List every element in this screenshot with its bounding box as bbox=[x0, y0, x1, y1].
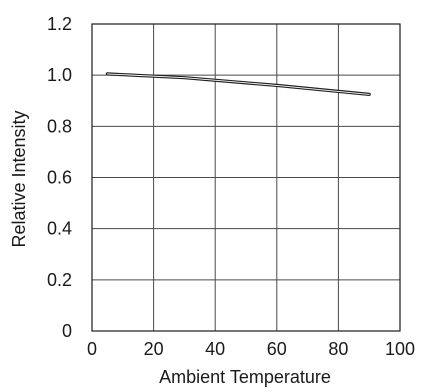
x-tick-label: 100 bbox=[385, 339, 415, 359]
y-tick-label: 0.4 bbox=[47, 219, 72, 239]
y-tick-label: 0.2 bbox=[47, 270, 72, 290]
plot-border bbox=[91, 23, 401, 332]
plot-frame bbox=[91, 23, 401, 332]
x-tick-label: 40 bbox=[205, 339, 225, 359]
y-axis-ticks: 0 0.2 0.4 0.6 0.8 1.0 1.2 bbox=[47, 14, 72, 341]
x-axis-ticks: 0 20 40 60 80 100 bbox=[87, 339, 415, 359]
y-tick-label: 0.8 bbox=[47, 116, 72, 136]
series-line bbox=[105, 72, 371, 97]
x-tick-label: 80 bbox=[328, 339, 348, 359]
series-layer bbox=[105, 72, 371, 97]
x-tick-label: 0 bbox=[87, 339, 97, 359]
y-axis-title: Relative Intensity bbox=[9, 110, 29, 247]
y-tick-label: 1.2 bbox=[47, 14, 72, 34]
series-line-highlight bbox=[106, 73, 370, 95]
y-tick-label: 0.6 bbox=[47, 168, 72, 188]
grid bbox=[92, 24, 400, 331]
x-tick-label: 60 bbox=[267, 339, 287, 359]
y-tick-label: 0 bbox=[62, 321, 72, 341]
x-tick-label: 20 bbox=[144, 339, 164, 359]
y-tick-label: 1.0 bbox=[47, 65, 72, 85]
x-axis-title: Ambient Temperature bbox=[159, 367, 331, 387]
